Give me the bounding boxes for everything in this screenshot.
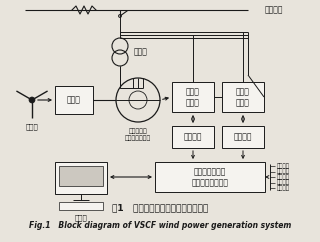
Text: 定子电流: 定子电流 [277,169,290,174]
Text: 变压器: 变压器 [134,47,148,56]
Text: 风力机: 风力机 [26,123,38,130]
FancyBboxPatch shape [59,166,103,186]
Circle shape [29,97,35,103]
FancyBboxPatch shape [55,86,93,114]
Text: 电机转速: 电机转速 [277,185,290,191]
FancyBboxPatch shape [59,202,103,210]
FancyBboxPatch shape [172,82,214,112]
FancyBboxPatch shape [222,126,264,148]
Text: 转子电压: 转子电压 [277,174,290,180]
FancyBboxPatch shape [222,82,264,112]
Text: 双馈式变速
恒频风力发电机: 双馈式变速 恒频风力发电机 [125,128,151,141]
Text: 增速箱: 增速箱 [67,96,81,105]
Text: 电网侧
变流器: 电网侧 变流器 [236,87,250,107]
FancyBboxPatch shape [155,162,265,192]
Text: 电力系统: 电力系统 [265,6,284,15]
Text: 定子电压: 定子电压 [277,163,290,169]
Text: 驱动电路: 驱动电路 [234,133,252,142]
FancyBboxPatch shape [172,126,214,148]
Text: 控制台: 控制台 [75,214,87,221]
Text: 驱动电路: 驱动电路 [184,133,202,142]
FancyBboxPatch shape [55,162,107,194]
Text: 图1   变速恒频风力发电系统原理框图: 图1 变速恒频风力发电系统原理框图 [112,204,208,212]
Text: 基于微处理器的
变速恒频控制系统: 基于微处理器的 变速恒频控制系统 [191,167,228,187]
Text: 转子侧
变流器: 转子侧 变流器 [186,87,200,107]
Text: Fig.1   Block diagram of VSCF wind power generation system: Fig.1 Block diagram of VSCF wind power g… [29,220,291,229]
Text: 转子电流: 转子电流 [277,180,290,185]
